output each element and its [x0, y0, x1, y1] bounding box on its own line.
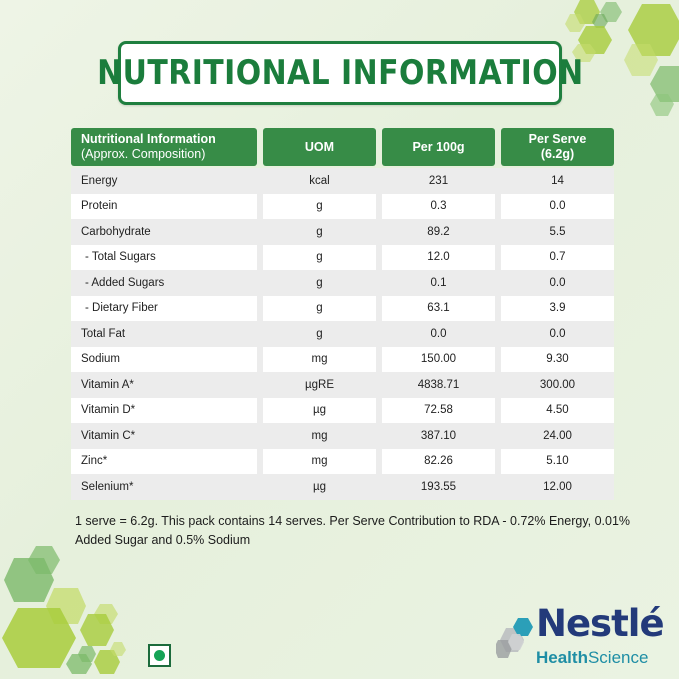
- header-label: Per Serve: [528, 132, 587, 146]
- table-row: Carbohydrate g 89.2 5.5: [71, 219, 614, 245]
- serving-footnote: 1 serve = 6.2g. This pack contains 14 se…: [75, 514, 631, 547]
- table-row: - Total Sugars g 12.0 0.7: [71, 244, 614, 270]
- table-row: Energy kcal 231 14: [71, 168, 614, 194]
- header-label: UOM: [304, 139, 335, 154]
- nutrient-name: Vitamin D*: [71, 397, 257, 423]
- nutrient-per-100g: 0.1: [382, 270, 495, 296]
- nutrient-name: - Added Sugars: [71, 270, 257, 296]
- header-label: Nutritional Information: [81, 132, 216, 146]
- table-row: Total Fat g 0.0 0.0: [71, 321, 614, 347]
- nutrient-uom: g: [263, 244, 376, 270]
- nutrient-per-serve: 24.00: [501, 423, 614, 449]
- nutrient-uom: g: [263, 295, 376, 321]
- nutrient-uom: µgRE: [263, 372, 376, 398]
- nutrient-name: Sodium: [71, 346, 257, 372]
- nutrient-per-100g: 63.1: [382, 295, 495, 321]
- nutrient-uom: µg: [263, 474, 376, 500]
- nestle-health-science-logo: Nestlé HealthScience: [530, 602, 670, 672]
- header-sublabel: (Approx. Composition): [81, 147, 206, 161]
- nutrient-per-serve: 14: [501, 168, 614, 194]
- nutrient-name: Vitamin A*: [71, 372, 257, 398]
- table-row: Vitamin C* mg 387.10 24.00: [71, 423, 614, 449]
- nutrient-per-serve: 300.00: [501, 372, 614, 398]
- logo-sub-regular: Science: [587, 648, 649, 667]
- nutrient-name: Carbohydrate: [71, 219, 257, 245]
- header-uom: UOM: [263, 128, 376, 166]
- table-row: Sodium mg 150.00 9.30: [71, 346, 614, 372]
- nutrient-uom: mg: [263, 423, 376, 449]
- nutrient-per-100g: 72.58: [382, 397, 495, 423]
- logo-brand: Nestlé: [536, 602, 665, 645]
- nutrient-per-100g: 0.0: [382, 321, 495, 347]
- nutrient-uom: g: [263, 193, 376, 219]
- nutrient-per-100g: 89.2: [382, 219, 495, 245]
- table-row: - Dietary Fiber g 63.1 3.9: [71, 295, 614, 321]
- nutrient-per-serve: 5.5: [501, 219, 614, 245]
- nutrient-name: Energy: [71, 168, 257, 194]
- logo-subtitle: HealthScience: [536, 648, 648, 668]
- veg-dot: [154, 650, 165, 661]
- title-banner: NUTRITIONAL INFORMATION: [97, 41, 583, 105]
- nutrient-per-serve: 0.0: [501, 270, 614, 296]
- header-per-100g: Per 100g: [382, 128, 495, 166]
- nutrient-uom: mg: [263, 448, 376, 474]
- table-row: Vitamin A* µgRE 4838.71 300.00: [71, 372, 614, 398]
- nutrient-per-serve: 0.0: [501, 193, 614, 219]
- nutrient-name: Vitamin C*: [71, 423, 257, 449]
- nutrient-per-100g: 4838.71: [382, 372, 495, 398]
- nutrient-uom: mg: [263, 346, 376, 372]
- nutrient-per-serve: 9.30: [501, 346, 614, 372]
- nutrient-uom: g: [263, 219, 376, 245]
- hexagon-decoration-bottom-left: [2, 546, 126, 674]
- header-label: Per 100g: [412, 139, 465, 154]
- table-row: Selenium* µg 193.55 12.00: [71, 474, 614, 500]
- nutrient-per-serve: 4.50: [501, 397, 614, 423]
- nutrient-name: Selenium*: [71, 474, 257, 500]
- header-sublabel: (6.2g): [540, 147, 575, 161]
- nutrient-per-100g: 0.3: [382, 193, 495, 219]
- nutrient-name: Protein: [71, 193, 257, 219]
- table-header: Nutritional Information (Approx. Composi…: [71, 128, 614, 170]
- nutrient-name: Total Fat: [71, 321, 257, 347]
- page-title: NUTRITIONAL INFORMATION: [96, 53, 584, 93]
- nutrient-uom: µg: [263, 397, 376, 423]
- nutrition-table-body: Energy kcal 231 14 Protein g 0.3 0.0 Car…: [71, 168, 614, 500]
- nutrient-name: - Total Sugars: [71, 244, 257, 270]
- header-nutritional-information: Nutritional Information (Approx. Composi…: [71, 128, 257, 166]
- nutrient-per-serve: 0.7: [501, 244, 614, 270]
- nutrient-per-100g: 193.55: [382, 474, 495, 500]
- table-row: - Added Sugars g 0.1 0.0: [71, 270, 614, 296]
- nutrient-name: - Dietary Fiber: [71, 295, 257, 321]
- table-row: Protein g 0.3 0.0: [71, 193, 614, 219]
- table-row: Vitamin D* µg 72.58 4.50: [71, 397, 614, 423]
- veg-symbol-icon: [148, 644, 171, 667]
- nutrient-uom: kcal: [263, 168, 376, 194]
- nutrient-per-100g: 82.26: [382, 448, 495, 474]
- nutrient-uom: g: [263, 270, 376, 296]
- nutrient-per-serve: 0.0: [501, 321, 614, 347]
- nutrient-per-serve: 12.00: [501, 474, 614, 500]
- nutrient-per-100g: 150.00: [382, 346, 495, 372]
- nutrient-per-serve: 3.9: [501, 295, 614, 321]
- nutrient-per-serve: 5.10: [501, 448, 614, 474]
- nutrient-uom: g: [263, 321, 376, 347]
- nutrient-name: Zinc*: [71, 448, 257, 474]
- nutrient-per-100g: 12.0: [382, 244, 495, 270]
- logo-sub-bold: Health: [536, 648, 588, 667]
- nutrient-per-100g: 231: [382, 168, 495, 194]
- table-row: Zinc* mg 82.26 5.10: [71, 448, 614, 474]
- header-per-serve: Per Serve (6.2g): [501, 128, 614, 166]
- nutrient-per-100g: 387.10: [382, 423, 495, 449]
